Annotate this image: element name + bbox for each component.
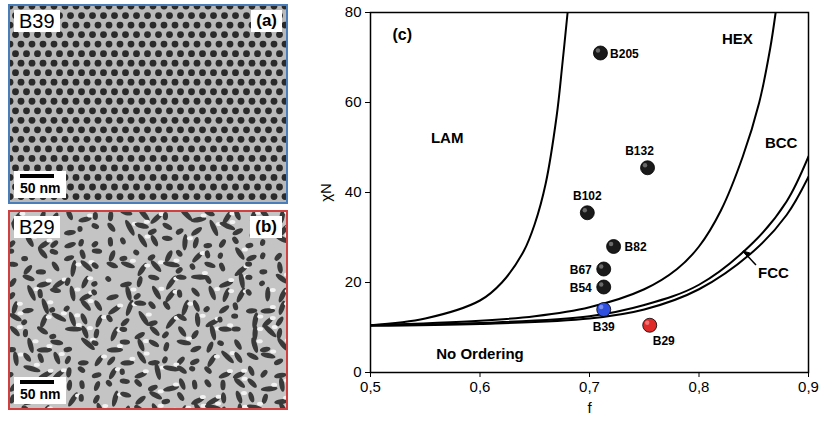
svg-text:FCC: FCC bbox=[758, 264, 789, 281]
svg-text:B29: B29 bbox=[653, 334, 675, 348]
svg-text:χN: χN bbox=[317, 183, 334, 202]
svg-text:60: 60 bbox=[345, 93, 362, 110]
html-text:(b): (b) bbox=[255, 217, 277, 236]
svg-text:0,7: 0,7 bbox=[579, 378, 600, 395]
svg-text:HEX: HEX bbox=[722, 30, 753, 47]
svg-text:80: 80 bbox=[345, 3, 362, 20]
svg-text:B205: B205 bbox=[610, 47, 639, 61]
svg-text:No Ordering: No Ordering bbox=[436, 345, 524, 362]
svg-text:0,8: 0,8 bbox=[689, 378, 710, 395]
svg-text:B67: B67 bbox=[570, 263, 592, 277]
svg-text:f: f bbox=[587, 399, 592, 416]
html-text:50 nm: 50 nm bbox=[20, 386, 61, 402]
svg-text:(c): (c) bbox=[393, 26, 413, 43]
svg-text:0,5: 0,5 bbox=[360, 378, 381, 395]
svg-text:B82: B82 bbox=[625, 240, 647, 254]
svg-text:B102: B102 bbox=[573, 189, 602, 203]
html-text:B29: B29 bbox=[19, 216, 55, 238]
svg-text:0,9: 0,9 bbox=[798, 378, 819, 395]
svg-text:B132: B132 bbox=[625, 144, 654, 158]
html-text:(a): (a) bbox=[256, 11, 277, 30]
svg-text:20: 20 bbox=[345, 273, 362, 290]
svg-text:0: 0 bbox=[353, 363, 362, 381]
svg-text:BCC: BCC bbox=[765, 134, 798, 151]
svg-text:0,6: 0,6 bbox=[470, 378, 491, 395]
html-text:B39: B39 bbox=[19, 10, 55, 32]
svg-text:40: 40 bbox=[345, 183, 362, 200]
svg-text:B54: B54 bbox=[570, 281, 592, 295]
html-text:50 nm: 50 nm bbox=[20, 180, 61, 196]
svg-text:B39: B39 bbox=[593, 320, 615, 334]
svg-text:LAM: LAM bbox=[431, 129, 464, 146]
